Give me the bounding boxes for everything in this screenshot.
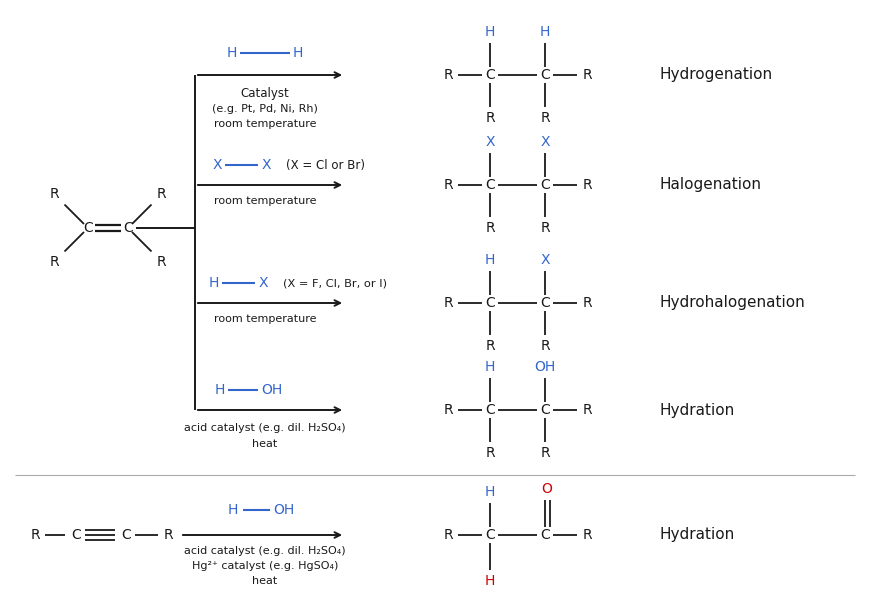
Text: H: H [539, 25, 549, 39]
Text: R: R [442, 403, 452, 417]
Text: C: C [121, 528, 130, 542]
Text: Hydration: Hydration [660, 403, 734, 418]
Text: C: C [485, 178, 494, 192]
Text: R: R [540, 339, 549, 353]
Text: room temperature: room temperature [214, 196, 316, 206]
Text: H: H [484, 253, 494, 267]
Text: R: R [442, 178, 452, 192]
Text: R: R [442, 528, 452, 542]
Text: C: C [540, 296, 549, 310]
Text: Hydration: Hydration [660, 527, 734, 542]
Text: R: R [581, 528, 591, 542]
Text: H: H [484, 574, 494, 588]
Text: R: R [442, 296, 452, 310]
Text: Catalyst: Catalyst [241, 86, 289, 100]
Text: Hydrogenation: Hydrogenation [660, 67, 773, 82]
Text: C: C [485, 403, 494, 417]
Text: R: R [540, 221, 549, 235]
Text: OH: OH [534, 360, 555, 374]
Text: Hydrohalogenation: Hydrohalogenation [660, 295, 805, 311]
Text: H: H [227, 46, 237, 60]
Text: R: R [442, 68, 452, 82]
Text: H: H [209, 276, 219, 290]
Text: R: R [163, 528, 173, 542]
Text: H: H [293, 46, 302, 60]
Text: R: R [50, 254, 59, 269]
Text: R: R [540, 111, 549, 125]
Text: X: X [261, 158, 270, 172]
Text: C: C [540, 403, 549, 417]
Text: R: R [30, 528, 40, 542]
Text: R: R [50, 187, 59, 202]
Text: R: R [485, 221, 494, 235]
Text: C: C [485, 296, 494, 310]
Text: R: R [581, 403, 591, 417]
Text: C: C [540, 528, 549, 542]
Text: R: R [485, 339, 494, 353]
Text: X: X [540, 135, 549, 149]
Text: acid catalyst (e.g. dil. H₂SO₄): acid catalyst (e.g. dil. H₂SO₄) [184, 546, 345, 556]
Text: acid catalyst (e.g. dil. H₂SO₄): acid catalyst (e.g. dil. H₂SO₄) [184, 423, 345, 433]
Text: OH: OH [273, 503, 295, 517]
Text: C: C [71, 528, 81, 542]
Text: H: H [484, 360, 494, 374]
Text: OH: OH [261, 383, 282, 397]
Text: heat: heat [252, 439, 277, 449]
Text: X: X [485, 135, 494, 149]
Text: room temperature: room temperature [214, 119, 316, 129]
Text: (e.g. Pt, Pd, Ni, Rh): (e.g. Pt, Pd, Ni, Rh) [212, 104, 317, 114]
Text: C: C [485, 68, 494, 82]
Text: (X = F, Cl, Br, or I): (X = F, Cl, Br, or I) [282, 278, 387, 288]
Text: room temperature: room temperature [214, 314, 316, 324]
Text: O: O [541, 482, 552, 496]
Text: C: C [123, 221, 133, 235]
Text: R: R [540, 446, 549, 460]
Text: (X = Cl or Br): (X = Cl or Br) [286, 158, 365, 172]
Text: R: R [485, 111, 494, 125]
Text: R: R [485, 446, 494, 460]
Text: R: R [581, 296, 591, 310]
Text: X: X [540, 253, 549, 267]
Text: C: C [540, 178, 549, 192]
Text: R: R [156, 187, 166, 202]
Text: Halogenation: Halogenation [660, 178, 761, 193]
Text: C: C [540, 68, 549, 82]
Text: X: X [258, 276, 268, 290]
Text: R: R [156, 254, 166, 269]
Text: R: R [581, 68, 591, 82]
Text: X: X [212, 158, 222, 172]
Text: heat: heat [252, 576, 277, 586]
Text: C: C [83, 221, 93, 235]
Text: H: H [484, 485, 494, 499]
Text: H: H [228, 503, 238, 517]
Text: H: H [484, 25, 494, 39]
Text: H: H [215, 383, 225, 397]
Text: R: R [581, 178, 591, 192]
Text: C: C [485, 528, 494, 542]
Text: Hg²⁺ catalyst (e.g. HgSO₄): Hg²⁺ catalyst (e.g. HgSO₄) [191, 561, 338, 571]
